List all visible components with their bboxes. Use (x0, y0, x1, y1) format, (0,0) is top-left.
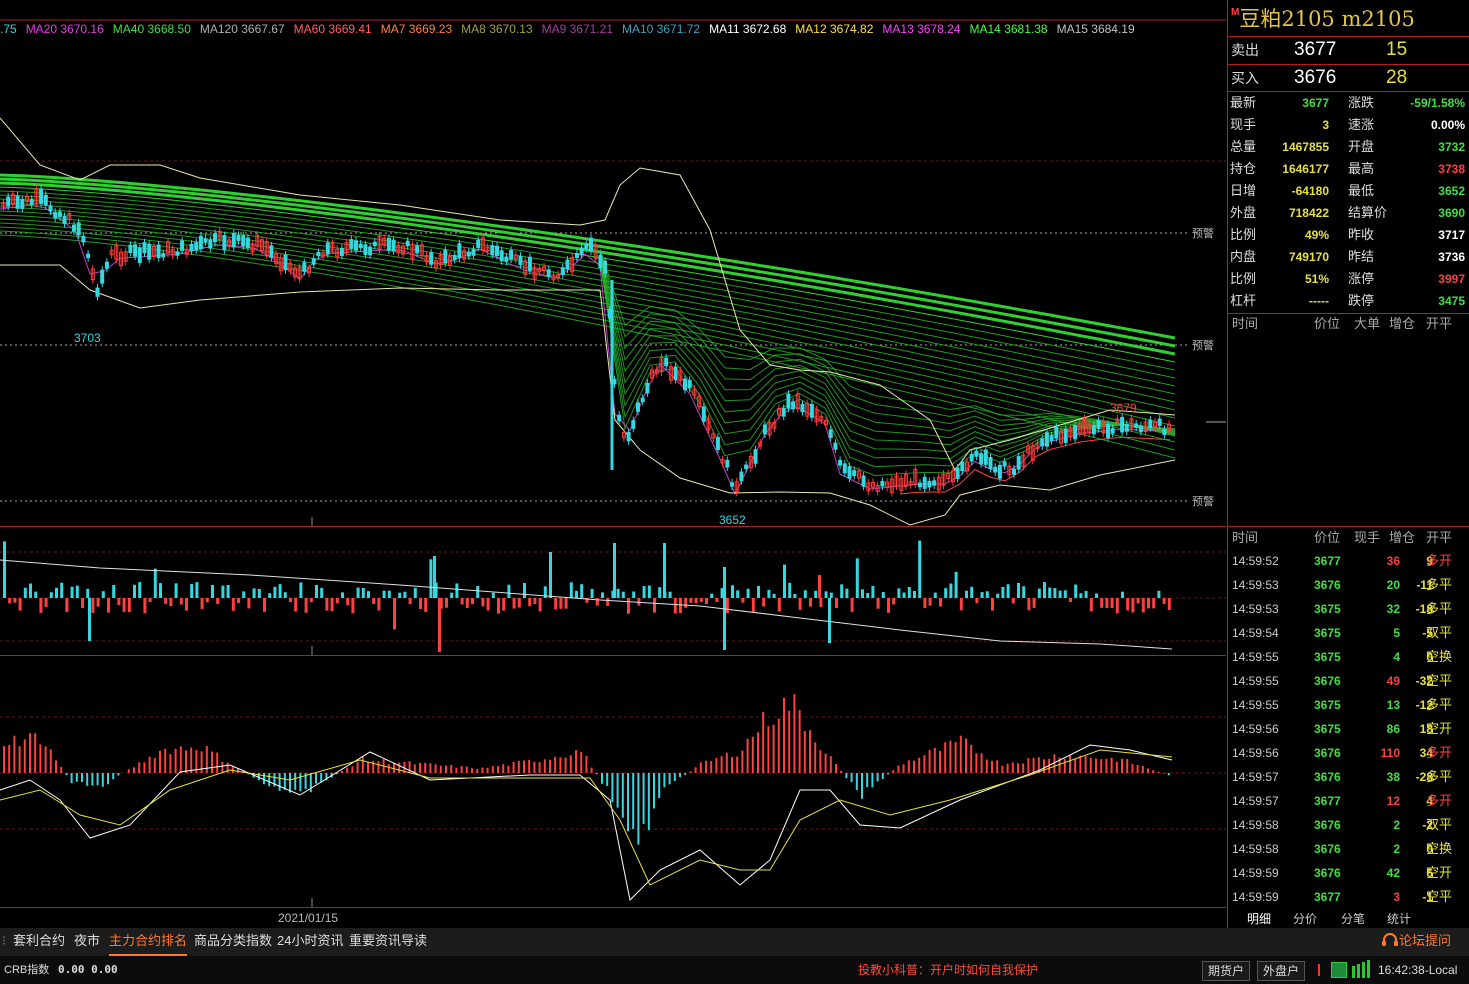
ma-indicator: MA20 3670.16 (25, 22, 104, 36)
volume-bars (0, 540, 1173, 652)
sell-row[interactable]: 卖出 3677 15 (1228, 36, 1469, 64)
date-axis-label: 2021/01/15 (278, 911, 338, 925)
tick-row[interactable]: 14:59:55 3676 49 -32 空平 (1232, 673, 1453, 688)
stat-row: 持仓 1646177 最高 3738 (1230, 161, 1465, 176)
tick-row[interactable]: 14:59:52 3677 36 9 多开 (1232, 553, 1453, 568)
candlesticks (1, 184, 1172, 497)
tab-night-market[interactable]: 夜市 (74, 933, 101, 948)
ma-indicator: MA60 3669.41 (293, 22, 372, 36)
tick-row[interactable]: 14:59:59 3676 42 6 空开 (1232, 865, 1453, 880)
tick-row[interactable]: 14:59:56 3675 86 18 空开 (1232, 721, 1453, 736)
detail-tabs: 明细 分价 分笔 统计 (1227, 908, 1469, 928)
tab-key-news[interactable]: 重要资讯导读 (349, 933, 428, 948)
sell-volume: 15 (1386, 39, 1408, 60)
buy-price: 3676 (1294, 67, 1337, 88)
tick-row[interactable]: 14:59:57 3677 12 4 多开 (1232, 793, 1453, 808)
tick-header: 时间 价位 现手 增仓 开平 (1232, 530, 1453, 545)
tick-row[interactable]: 14:59:57 3676 38 -28 多平 (1232, 769, 1453, 784)
ma-indicator: MA40 3668.50 (112, 22, 191, 36)
tab-24h-news[interactable]: 24小时资讯 (277, 933, 344, 948)
ma-indicator: MA13 3678.24 (882, 22, 961, 36)
ma-indicator: MA10 3671.72 (622, 22, 701, 36)
tick-row[interactable]: 14:59:55 3675 4 0 空换 (1232, 649, 1453, 664)
tab-ticks[interactable]: 分笔 (1341, 912, 1366, 926)
stat-row: 现手 3 速涨 0.00% (1230, 117, 1465, 132)
ma-indicator: MA14 3681.38 (969, 22, 1048, 36)
tick-row[interactable]: 14:59:58 3676 2 0 空换 (1232, 841, 1453, 856)
ma-indicator: MA12 3674.82 (795, 22, 874, 36)
stat-row: 比例 49% 昨收 3717 (1230, 227, 1465, 242)
market-icon: M (1231, 7, 1240, 18)
bottom-tab-bar: ⁝ 套利合约 夜市 主力合约排名 商品分类指数 24小时资讯 重要资讯导读 论坛… (0, 928, 1469, 956)
forum-link[interactable]: 论坛提问 (1381, 928, 1451, 954)
tab-price[interactable]: 分价 (1293, 912, 1318, 926)
ma-indicator: MA120 3667.67 (199, 22, 285, 36)
stat-row: 内盘 749170 昨结 3736 (1230, 249, 1465, 264)
high-price-label: 3703 (74, 331, 101, 345)
alert-label: 预警 (1192, 226, 1214, 240)
ma-indicator: .75 (0, 22, 17, 36)
tick-row[interactable]: 14:59:59 3677 3 -1 空平 (1232, 889, 1453, 904)
clock: 16:42:38-Local (1378, 963, 1458, 977)
moving-average-fan (0, 173, 1176, 496)
ma-indicator: MA9 3671.21 (541, 22, 613, 36)
tick-row[interactable]: 14:59:56 3676 110 34 多开 (1232, 745, 1453, 760)
sell-price: 3677 (1294, 39, 1337, 60)
tick-row[interactable]: 14:59:54 3675 5 -5 双平 (1232, 625, 1453, 640)
tab-detail[interactable]: 明细 (1247, 912, 1272, 926)
ma-indicator: MA7 3669.23 (380, 22, 453, 36)
alert-label: 预警 (1192, 338, 1214, 352)
stat-row: 总量 1467855 开盘 3732 (1230, 139, 1465, 154)
signal-icon (1352, 966, 1355, 978)
tick-row[interactable]: 14:59:58 3676 2 -2 双平 (1232, 817, 1453, 832)
ma-indicator: MA15 3684.19 (1056, 22, 1135, 36)
outer-account-button[interactable]: 外盘户 (1257, 961, 1306, 981)
tab-main-ranking[interactable]: 主力合约排名 (109, 928, 188, 956)
recent-price-label: 3679 (1110, 401, 1137, 415)
index-values: 0.00 0.00 (58, 963, 118, 976)
stat-row: 杠杆 ----- 跌停 3475 (1230, 293, 1465, 308)
tab-stats[interactable]: 统计 (1387, 912, 1412, 926)
alert-label: 预警 (1192, 494, 1214, 508)
ma-indicator: MA11 3672.68 (709, 22, 787, 36)
buy-volume: 28 (1386, 67, 1408, 88)
tab-arbitrage[interactable]: 套利合约 (13, 933, 66, 948)
tick-row[interactable]: 14:59:53 3675 32 -18 多平 (1232, 601, 1453, 616)
headset-icon (1382, 933, 1398, 946)
futures-account-button[interactable]: 期货户 (1202, 961, 1251, 981)
promo-text[interactable]: 投教小科普：开户时如何自我保护 (858, 963, 1039, 977)
quote-panel: M豆粕2105 m2105 卖出 3677 15 买入 3676 28 最新 36… (1227, 0, 1469, 928)
tab-commodity-index[interactable]: 商品分类指数 (194, 933, 273, 948)
big-order-header: 时间 价位 大单 增仓 开平 (1232, 316, 1453, 331)
stat-row: 日增 -64180 最低 3652 (1230, 183, 1465, 198)
network-icon (1331, 962, 1347, 978)
stat-row: 比例 51% 涨停 3997 (1230, 271, 1465, 286)
main-chart-area[interactable]: 预警 预警 预警 3703 3652 3679 2021/01/15 (0, 0, 1226, 928)
tick-row[interactable]: 14:59:53 3676 20 -11 多平 (1232, 577, 1453, 592)
stat-row: 外盘 718422 结算价 3690 (1230, 205, 1465, 220)
tick-row[interactable]: 14:59:55 3675 13 -12 多平 (1232, 697, 1453, 712)
macd-histogram (0, 694, 1173, 902)
index-label: CRB指数 (4, 964, 50, 976)
bollinger-bands (0, 117, 1176, 526)
contract-title[interactable]: M豆粕2105 m2105 (1231, 7, 1415, 31)
stat-row: 最新 3677 涨跌 -59/1.58% (1230, 95, 1465, 110)
low-price-label: 3652 (719, 513, 746, 527)
status-divider-icon (1318, 964, 1320, 976)
status-bar: CRB指数 0.00 0.00 投教小科普：开户时如何自我保护 期货户 外盘户 … (0, 956, 1469, 984)
buy-row[interactable]: 买入 3676 28 (1228, 64, 1469, 92)
ma-indicator: MA8 3670.13 (461, 22, 533, 36)
moving-average-legend: .75 MA20 3670.16 MA40 3668.50 MA120 3667.67… (0, 20, 1226, 38)
